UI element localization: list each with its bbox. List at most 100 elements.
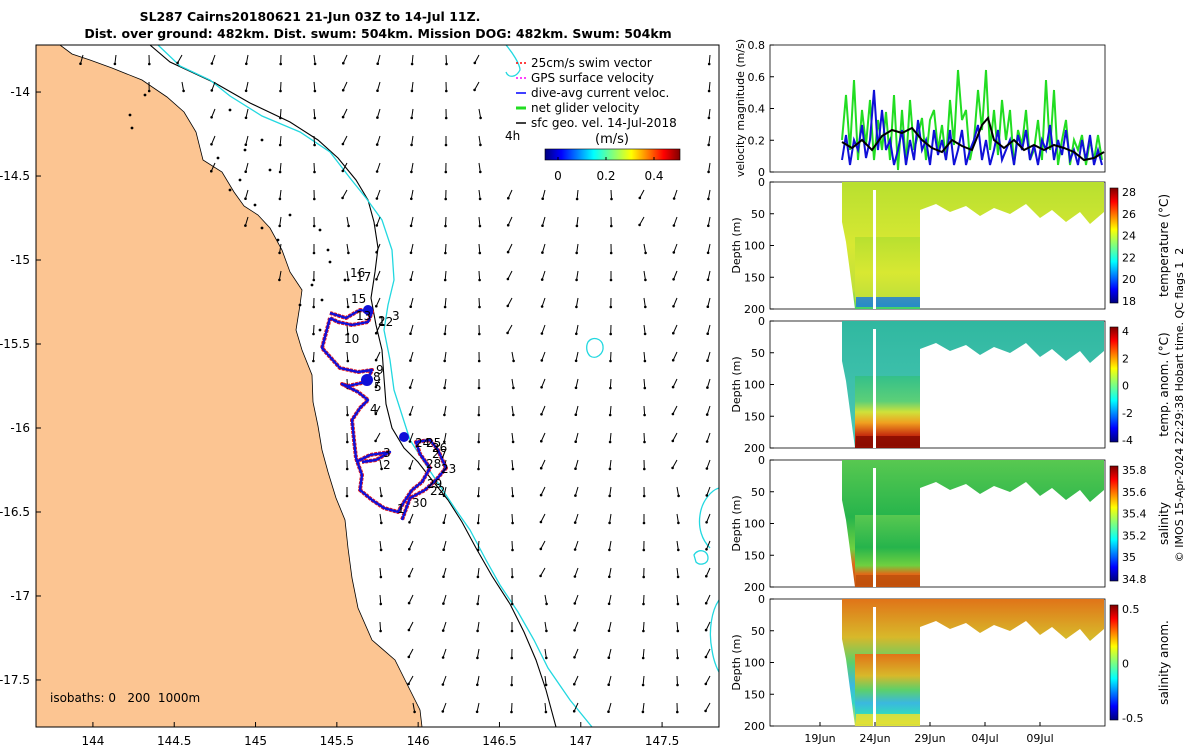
velocity-arrow-head	[409, 224, 413, 228]
velocity-arrow-head	[676, 629, 680, 633]
isobath-1000m-eddy3	[693, 550, 709, 565]
velocity-arrow	[379, 621, 382, 632]
velocity-arrow	[410, 189, 414, 199]
colorbar-tick-label: 0.4	[644, 169, 663, 183]
velocity-arrow-head	[479, 116, 482, 120]
velocity-arrow-head	[539, 547, 543, 551]
velocity-arrow-head	[478, 278, 481, 282]
velocity-arrow	[544, 594, 548, 604]
velocity-arrow-head	[409, 278, 413, 282]
velocity-panel: 0 0.2 0.4 0.6 0.8 velocity magnitude (m/s)	[734, 39, 1106, 179]
reef-speck	[343, 278, 347, 282]
velocity-arrow-head	[706, 386, 709, 389]
reef-speck	[288, 213, 292, 217]
velocity-arrow-head	[278, 197, 282, 201]
velocity-arrow-head	[704, 601, 708, 605]
velocity-arrow-head	[476, 656, 479, 660]
velocity-arrow-head	[342, 61, 345, 65]
velocity-arrow-head	[671, 412, 675, 416]
velocity-arrow-head	[540, 386, 543, 389]
velocity-arrow	[375, 405, 381, 415]
velocity-arrow-head	[573, 682, 576, 686]
velocity-arrow	[177, 54, 183, 64]
depth-tick-label: 50	[751, 208, 765, 221]
velocity-arrow	[410, 216, 414, 226]
reef-speck	[260, 138, 264, 142]
velocity-arrow	[608, 567, 612, 577]
velocity-arrow	[643, 243, 647, 253]
velocity-arrow	[443, 486, 447, 496]
velocity-arrow	[575, 459, 579, 469]
isobath-200m	[149, 45, 557, 727]
velocity-arrow-head	[676, 575, 680, 579]
velocity-arrow-head	[705, 413, 709, 416]
track-day-label: 16	[350, 266, 365, 280]
velocity-arrow-head	[380, 521, 383, 525]
velocity-arrow-head	[347, 224, 350, 228]
velocity-arrow	[707, 297, 711, 307]
velocity-arrow	[313, 54, 316, 64]
velocity-arrow	[409, 432, 414, 442]
velocity-arrow	[346, 270, 349, 280]
velocity-arrow	[507, 270, 513, 280]
reef-speck	[326, 248, 330, 252]
velocity-arrow	[540, 432, 546, 442]
track-day-label: 1	[397, 502, 405, 516]
velocity-arrow	[541, 270, 546, 280]
velocity-arrow	[410, 270, 414, 280]
velocity-arrow-head	[346, 332, 350, 336]
velocity-arrow-head	[312, 224, 316, 228]
velocity-arrow-head	[607, 683, 610, 686]
velocity-arrow-head	[477, 467, 480, 471]
legend-label: dive-avg current veloc.	[531, 86, 669, 100]
velocity-arrow-head	[676, 710, 679, 714]
velocity-arrow-head	[575, 197, 579, 201]
velocity-arrow-head	[478, 332, 481, 336]
velocity-arrow-head	[539, 493, 543, 497]
colorbar-tick-label: -0.5	[1122, 712, 1143, 725]
velocity-arrow	[574, 486, 579, 496]
velocity-arrow-head	[313, 62, 317, 66]
reef-speck	[130, 126, 134, 130]
velocity-arrow-head	[407, 628, 411, 632]
velocity-arrow-head	[574, 467, 577, 471]
velocity-arrow	[379, 567, 382, 578]
velocity-arrow-head	[511, 440, 515, 444]
track-day-label: 22	[430, 484, 445, 498]
colorbar-tick-label: 2	[1122, 352, 1129, 365]
velocity-arrow-head	[375, 304, 378, 308]
velocity-arrow	[443, 513, 447, 523]
velocity-arrow	[609, 486, 612, 496]
velocity-arrow	[412, 702, 416, 712]
velocity-arrow-head	[375, 278, 378, 281]
temp_anom-section-panel: 0 50 100 150 200 Depth (m) -4 -2 0 2 4 temp. anom. …	[730, 315, 1171, 455]
velocity-tick-label: 0.4	[748, 103, 766, 116]
velocity-arrow-head	[677, 521, 680, 525]
velocity-arrow	[544, 702, 547, 713]
velocity-arrow-head	[672, 305, 675, 308]
isobath-1000m-eddy2	[698, 487, 719, 673]
isobath-1000m	[157, 45, 593, 727]
velocity-arrow	[410, 243, 414, 253]
velocity-arrow-head	[407, 574, 411, 578]
velocity-arrow	[342, 189, 348, 199]
colorbar-tick-label: -2	[1122, 407, 1133, 420]
depth-tick-label: 150	[744, 688, 765, 701]
velocity-arrow-head	[544, 683, 548, 687]
velocity-arrow-head	[279, 116, 282, 120]
velocity-arrow-head	[442, 494, 446, 498]
velocity-arrow-head	[407, 601, 411, 605]
velocity-arrow	[708, 81, 711, 92]
velocity-arrow	[313, 81, 316, 92]
velocity-arrow	[609, 405, 612, 416]
velocity-arrow	[676, 621, 679, 632]
colorbar-tick-label: 0.5	[1122, 603, 1140, 616]
colorbar-tick-label: 35.2	[1122, 529, 1147, 542]
velocity-arrow	[411, 81, 414, 91]
velocity-arrow-head	[442, 575, 445, 578]
lat-tick-label: -16	[10, 421, 30, 435]
velocity-arrow	[542, 189, 546, 199]
velocity-arrow	[576, 270, 579, 280]
track-cluster	[399, 432, 409, 442]
velocity-arrow	[244, 216, 249, 226]
